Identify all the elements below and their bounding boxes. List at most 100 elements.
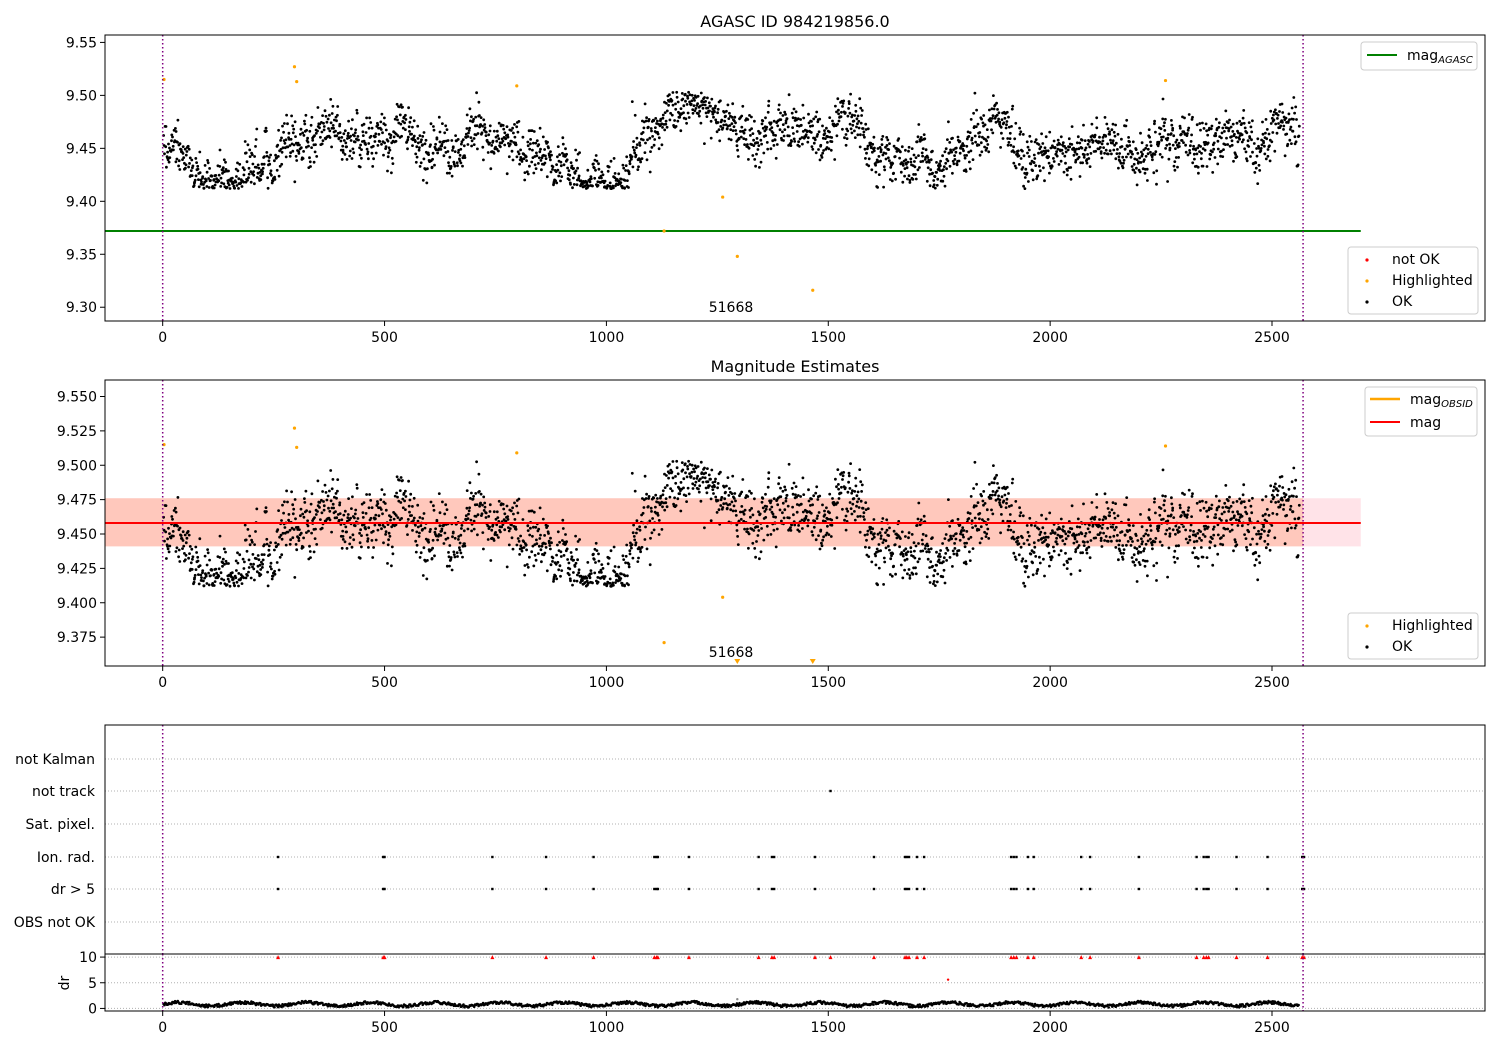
- ok-point: [866, 529, 870, 533]
- ok-point: [433, 530, 437, 534]
- ok-point: [944, 552, 948, 555]
- ok-point: [651, 135, 654, 138]
- ok-point: [1024, 559, 1028, 563]
- ok-point: [904, 547, 908, 551]
- ok-point: [710, 468, 714, 472]
- ok-point: [971, 158, 975, 162]
- ok-point: [556, 145, 560, 149]
- highlighted-point: [721, 195, 725, 199]
- ok-point: [686, 96, 690, 100]
- ok-point: [167, 550, 171, 554]
- ok-point: [261, 166, 265, 170]
- ok-point: [538, 506, 542, 510]
- ok-point: [920, 138, 924, 142]
- ok-point: [759, 160, 763, 164]
- ok-point: [1192, 530, 1195, 533]
- ok-point: [1023, 187, 1027, 191]
- ok-point: [1086, 153, 1089, 156]
- ok-point: [1101, 139, 1105, 143]
- ok-point: [1277, 122, 1280, 125]
- ok-point: [782, 134, 786, 138]
- ok-point: [1018, 126, 1021, 130]
- ok-point: [506, 515, 510, 518]
- ok-point: [634, 543, 637, 547]
- ok-point: [483, 505, 487, 509]
- ok-point: [929, 560, 933, 564]
- ok-point: [501, 502, 505, 506]
- ok-point: [275, 168, 279, 172]
- ok-point: [531, 544, 535, 548]
- ok-point: [219, 571, 223, 575]
- ok-point: [744, 496, 747, 499]
- ok-point: [549, 158, 552, 162]
- ok-point: [303, 497, 306, 500]
- ok-point: [447, 551, 450, 554]
- ok-point: [494, 531, 497, 534]
- ok-point: [556, 530, 560, 534]
- ok-point: [877, 160, 880, 164]
- ok-point: [943, 581, 947, 585]
- ok-point: [280, 150, 284, 154]
- ok-point: [1002, 499, 1006, 503]
- ok-point: [743, 527, 746, 531]
- ok-point: [200, 576, 203, 579]
- ok-point: [254, 138, 258, 141]
- ok-point: [941, 179, 945, 183]
- ok-point: [851, 502, 855, 506]
- ok-point: [176, 140, 179, 144]
- ok-point: [928, 172, 931, 176]
- ok-point: [1135, 558, 1138, 562]
- ok-point: [848, 122, 852, 126]
- ok-point: [704, 100, 707, 103]
- ok-point: [678, 115, 682, 119]
- ok-point: [411, 125, 414, 129]
- ok-point: [999, 505, 1003, 509]
- ok-point: [1056, 528, 1059, 531]
- ok-point: [654, 117, 658, 120]
- ok-point: [642, 126, 646, 130]
- ok-point: [292, 507, 296, 511]
- ok-point: [705, 115, 709, 118]
- ok-point: [929, 158, 933, 162]
- ok-point: [1257, 147, 1261, 150]
- ok-point: [346, 513, 350, 516]
- ok-point: [1197, 171, 1200, 175]
- ok-point: [1115, 539, 1119, 543]
- ok-point: [1114, 502, 1117, 505]
- ok-point: [730, 115, 734, 119]
- ok-point: [913, 549, 916, 553]
- ok-point: [931, 536, 934, 540]
- ok-point: [561, 527, 565, 530]
- ok-point: [978, 135, 981, 139]
- ok-point: [1099, 146, 1102, 149]
- ok-point: [1043, 574, 1046, 578]
- ok-point: [445, 128, 449, 132]
- ok-point: [918, 557, 921, 561]
- ok-point: [887, 156, 890, 160]
- ok-point: [398, 489, 402, 492]
- ok-point: [291, 536, 295, 540]
- ok-point: [612, 545, 616, 549]
- ok-point: [801, 103, 805, 107]
- ok-point: [193, 573, 197, 577]
- ok-point: [690, 93, 694, 97]
- ok-point: [1146, 147, 1150, 151]
- ok-point: [942, 165, 946, 169]
- ok-point: [1284, 116, 1288, 120]
- ok-point: [1068, 530, 1072, 534]
- ok-point: [899, 537, 902, 540]
- ok-point: [927, 548, 931, 551]
- ok-point: [673, 496, 676, 500]
- ok-point: [438, 511, 442, 515]
- ok-point: [779, 111, 782, 115]
- ok-point: [186, 144, 190, 148]
- ok-point: [342, 513, 346, 517]
- ok-point: [1198, 122, 1202, 125]
- ok-point: [1027, 534, 1031, 538]
- ok-point: [367, 546, 370, 549]
- ok-point: [376, 500, 379, 503]
- ok-point: [408, 120, 412, 124]
- ok-point: [165, 165, 168, 169]
- ok-point: [1197, 564, 1200, 568]
- ok-point: [551, 556, 555, 560]
